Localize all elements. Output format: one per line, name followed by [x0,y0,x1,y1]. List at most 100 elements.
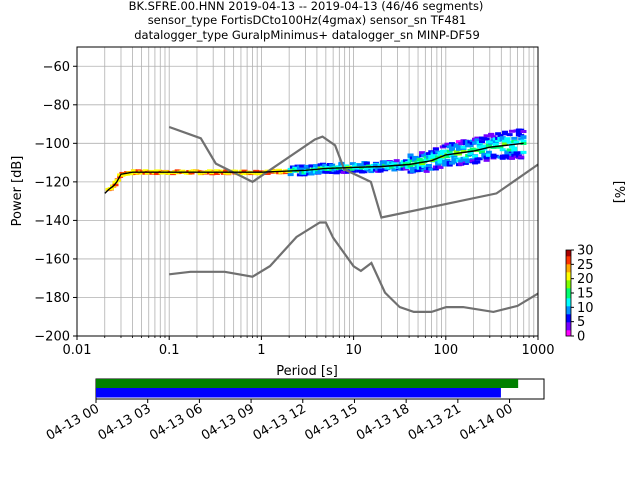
colorbar-step [566,268,571,271]
histogram-cell [336,165,343,169]
colorbar-step [566,296,571,299]
histogram-cell [442,144,449,148]
histogram-cell [409,166,416,170]
histogram-cell [492,154,499,158]
colorbar-step [566,282,571,285]
histogram-cell [453,150,460,154]
y-tick-label: −160 [34,252,70,267]
histogram-cell [442,162,449,166]
histogram-cell [499,156,506,160]
histogram-cell [504,138,511,142]
histogram-cell [467,151,474,155]
histogram-cell [444,142,451,146]
y-tick-label: −100 [34,137,70,152]
noise-model-nlnm [169,221,539,314]
timeline-bars [96,379,519,398]
colorbar-step [566,332,571,335]
histogram-cell [483,134,490,138]
histogram-cell [322,163,329,167]
histogram-cell [504,152,511,156]
histogram-cell [455,140,462,144]
histogram-cell [363,161,370,165]
histogram-cell [465,160,472,164]
figure-title: BK.SFRE.00.HNN 2019-04-13 -- 2019-04-13 … [129,0,484,42]
histogram-cell [451,160,458,164]
histogram-cell [377,167,384,171]
timeline-tick-label: 04-13 21 [406,401,464,443]
histogram-cell [253,169,260,173]
histogram-cell [497,145,504,149]
histogram-cell [476,157,483,161]
histogram-cell [481,152,488,156]
colorbar-label: [%] [611,181,626,204]
histogram-cell [377,169,384,173]
histogram-cell [389,165,396,169]
colorbar-tick-label: 25 [577,258,594,273]
histogram-cell [508,129,515,133]
histogram-cell [446,163,453,167]
histogram-cell [315,171,322,175]
timeline-tick-label: 04-13 06 [147,401,205,443]
histogram-cell [444,158,451,162]
histogram-cell [506,133,513,137]
histogram-cell [112,180,119,184]
histogram-cell [449,147,456,151]
histogram-cell [442,149,449,153]
histogram-cell [474,136,481,140]
x-tick-label: 1 [257,343,265,358]
histogram-cell [506,140,513,144]
histogram-cell [361,170,368,174]
mode-line [104,142,524,194]
histogram-cell [287,173,294,177]
histogram-cell [368,170,375,174]
histogram-cell [508,145,515,149]
histogram-cell [506,150,513,154]
histogram-cell [495,139,502,143]
histogram-cell [451,155,458,159]
mode-line-path [104,142,524,194]
timeline-tick-label: 04-13 15 [302,401,360,443]
histogram-cell [502,132,509,136]
histogram-cell [432,147,439,151]
x-tick-label: 100 [433,343,458,358]
histogram-cell [481,144,488,148]
histogram-cell [329,170,336,174]
histogram-cell [437,152,444,156]
timeline-tick-label: 04-14 00 [457,401,515,443]
timeline-tick-label: 04-13 12 [251,401,309,443]
histogram-cell [478,140,485,144]
colorbar-step [566,280,571,283]
histogram-cell [412,158,419,162]
histogram-cell [391,168,398,172]
histogram-cell [515,130,522,134]
histogram-cell [520,129,527,133]
histogram-cell [423,169,430,173]
histogram-cell [407,164,414,168]
histogram-cell [419,151,426,155]
y-tick-label: −180 [34,291,70,306]
colorbar-step [566,286,571,289]
histogram-cell [458,162,465,166]
coverage-bar [96,379,519,388]
histogram-cell [483,137,490,141]
colorbar-step [566,334,571,337]
histogram-cell [437,165,444,169]
histogram-cell [467,144,474,148]
histogram-cell [430,155,437,159]
histogram-cell [416,168,423,172]
histogram-cell [276,168,283,172]
colorbar-step [566,320,571,323]
histogram-cell [225,171,232,175]
histogram-cell [511,148,518,152]
histogram-cell [520,139,527,143]
x-tick-label: 1000 [521,343,554,358]
histogram-cell [428,167,435,171]
colorbar-step [566,322,571,325]
y-tick-label: −60 [43,60,70,75]
histogram-cell [469,159,476,163]
histogram-cell [407,153,414,157]
histogram-cell [223,169,230,173]
histogram-cell [331,169,338,173]
